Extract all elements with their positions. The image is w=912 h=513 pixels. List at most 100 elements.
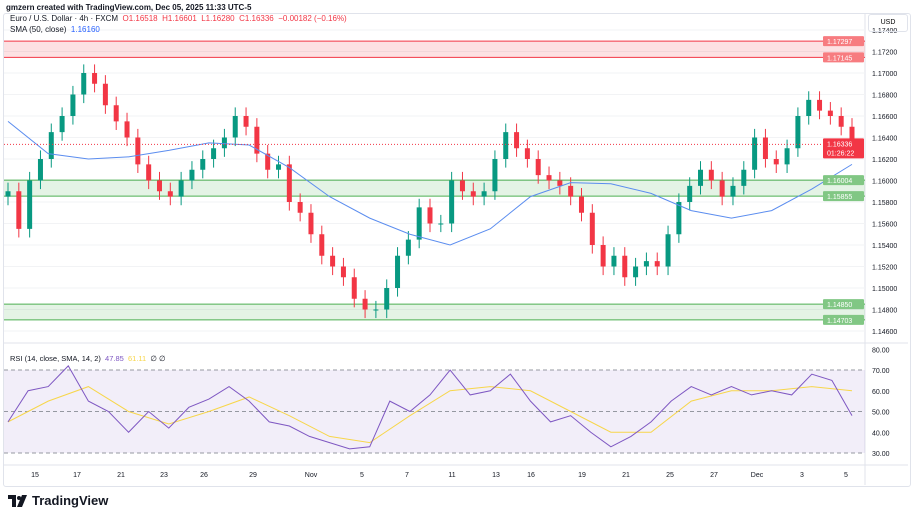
candle-body [373, 309, 379, 311]
candle-body [395, 255, 401, 288]
time-tick-label: 21 [117, 472, 125, 479]
candle-body [124, 121, 130, 138]
price-tick-label: 1.14800 [872, 308, 897, 315]
time-tick-label: 23 [160, 472, 168, 479]
rsi-sma-line [7, 386, 853, 444]
price-tick-label: 1.15400 [872, 243, 897, 250]
candle-body [27, 180, 33, 229]
change-value: −0.00182 (−0.16%) [278, 14, 347, 23]
sma-legend[interactable]: SMA (50, close) 1.16160 [10, 25, 100, 34]
candle-body [654, 261, 660, 267]
candle-body [189, 169, 195, 181]
sr-zone [4, 41, 865, 58]
candle-body [70, 94, 76, 116]
candle-body [849, 126, 855, 145]
rsi-tick-label: 60.00 [872, 389, 890, 396]
countdown-label: 01:26:22 [827, 150, 854, 157]
candle-body [427, 207, 433, 224]
candle-body [243, 116, 249, 127]
candle-body [92, 73, 98, 84]
time-tick-label: 19 [578, 472, 586, 479]
time-tick-label: 26 [200, 472, 208, 479]
candle-body [698, 169, 704, 186]
rsi-value: 47.85 [105, 354, 124, 363]
candle-body [459, 180, 465, 192]
candle-body [135, 137, 141, 165]
candle-body [470, 191, 476, 197]
chart-frame [3, 13, 911, 487]
price-tick-label: 1.17200 [872, 50, 897, 57]
candle-body [600, 245, 606, 267]
price-tag [823, 36, 864, 47]
candle-body [438, 223, 444, 225]
rsi-sma-value: 61.11 [128, 354, 147, 363]
rsi-tick-label: 40.00 [872, 430, 890, 437]
price-tick-label: 1.15000 [872, 286, 897, 293]
candle-body [557, 180, 563, 186]
candle-body [827, 110, 833, 116]
rsi-legend[interactable]: RSI (14, close, SMA, 14, 2) 47.85 61.11 … [10, 354, 166, 363]
candle-body [362, 298, 368, 310]
time-tick-label: 5 [360, 472, 364, 479]
last-price-label: 1.16336 [827, 141, 852, 148]
candle-body [167, 191, 173, 197]
candle-body [719, 180, 725, 197]
time-tick-label: Dec [751, 472, 764, 479]
candle-body [687, 185, 693, 202]
price-tag-label: 1.15855 [827, 194, 852, 201]
candle-body [622, 255, 628, 278]
last-price-tag [823, 138, 864, 159]
price-tag [823, 314, 864, 325]
candle-body [297, 202, 303, 213]
price-tag-label: 1.16004 [827, 178, 852, 185]
credit-text: gmzern created with TradingView.com, Dec… [6, 3, 252, 12]
price-tick-label: 1.16400 [872, 136, 897, 143]
tradingview-logo[interactable]: TradingView [8, 493, 108, 508]
price-tag-label: 1.14850 [827, 302, 852, 309]
time-tick-label: 21 [622, 472, 630, 479]
candle-body [351, 277, 357, 299]
high-value: H1.16601 [162, 14, 197, 23]
candle-body [265, 153, 271, 170]
candle-body [37, 159, 43, 181]
candle-body [643, 261, 649, 267]
price-tick-label: 1.16600 [872, 114, 897, 121]
candle-body [784, 148, 790, 165]
candle-body [330, 255, 336, 267]
price-tick-label: 1.16800 [872, 93, 897, 100]
candle-body [633, 266, 639, 278]
candle-body [59, 116, 65, 133]
time-tick-label: 16 [527, 472, 535, 479]
tv-logo-icon [8, 494, 27, 507]
candle-body [308, 212, 314, 235]
price-tag [823, 299, 864, 310]
price-tag [823, 175, 864, 186]
candle-body [48, 132, 54, 159]
candle-body [254, 126, 260, 154]
candle-body [838, 116, 844, 127]
candle-body [578, 196, 584, 213]
currency-button[interactable]: USD [868, 14, 908, 32]
symbol-name[interactable]: Euro / U.S. Dollar · 4h · FXCM [10, 14, 119, 23]
time-tick-label: 27 [710, 472, 718, 479]
candle-body [492, 159, 498, 192]
price-tag [823, 191, 864, 202]
candle-body [817, 99, 823, 111]
time-tick-label: 11 [448, 472, 455, 479]
candle-body [589, 212, 595, 245]
candle-body [286, 164, 292, 202]
low-value: L1.16280 [201, 14, 235, 23]
candle-body [81, 73, 87, 95]
price-tick-label: 1.15800 [872, 200, 897, 207]
rsi-line [7, 365, 853, 450]
time-tick-label: 7 [405, 472, 409, 479]
price-tag-label: 1.17145 [827, 55, 852, 62]
candle-body [340, 266, 346, 278]
price-tag [823, 52, 864, 63]
price-tick-label: 1.16200 [872, 157, 897, 164]
candle-body [503, 132, 509, 159]
sr-zone [4, 180, 865, 197]
rsi-tick-label: 30.00 [872, 451, 890, 458]
time-tick-label: 17 [73, 472, 81, 479]
